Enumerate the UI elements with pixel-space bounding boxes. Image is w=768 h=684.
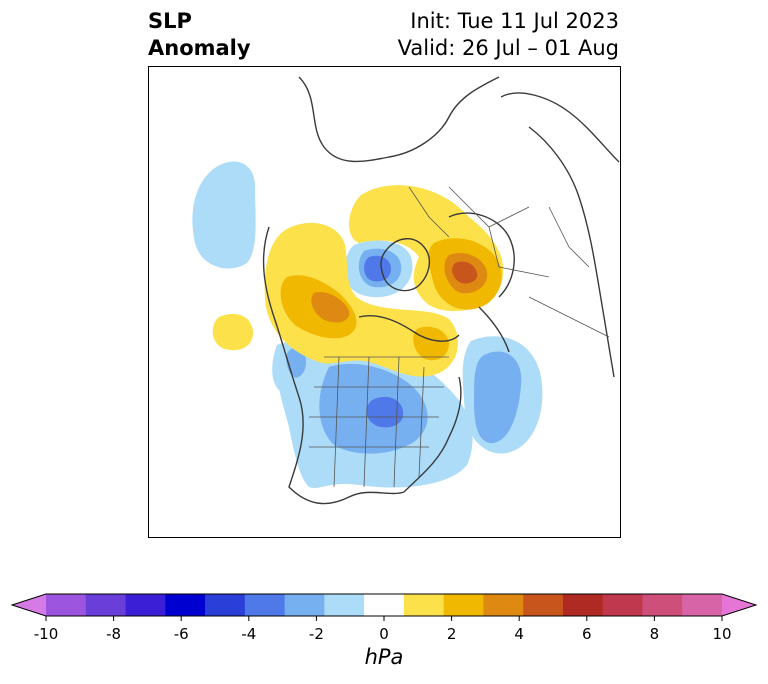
colorbar-segment bbox=[85, 594, 127, 616]
colorbar-segment bbox=[284, 594, 325, 616]
neg2-anomaly-atlantic bbox=[474, 351, 522, 444]
colorbar-tick-label: 10 bbox=[712, 625, 731, 643]
colorbar-segment bbox=[443, 594, 484, 616]
colorbar-segment bbox=[602, 594, 643, 616]
colorbar-segment bbox=[46, 594, 87, 616]
colorbar-tick-label: 6 bbox=[582, 625, 592, 643]
valid-range: Valid: 26 Jul – 01 Aug bbox=[397, 36, 619, 60]
coastlines bbox=[262, 76, 620, 505]
title-line-2: Anomaly bbox=[148, 36, 251, 60]
forecast-dates: Init: Tue 11 Jul 2023 Valid: 26 Jul – 01… bbox=[398, 8, 619, 62]
colorbar-extend-min bbox=[12, 594, 46, 616]
colorbar-unit: hPa bbox=[364, 645, 404, 669]
political-borders bbox=[309, 186, 610, 488]
neg3-core-great-lakes bbox=[366, 396, 404, 428]
pos3-core-canada bbox=[311, 292, 350, 323]
title-line-1: SLP bbox=[148, 9, 192, 33]
colorbar-segment bbox=[205, 594, 246, 616]
colorbar-segments bbox=[10, 593, 758, 617]
pos2-anomaly-greenland bbox=[413, 326, 449, 361]
colorbar-segment bbox=[562, 594, 604, 616]
colorbar-tick-label: 0 bbox=[379, 625, 389, 643]
colorbar-segment bbox=[364, 594, 405, 616]
colorbar-tick-label: -6 bbox=[174, 625, 189, 643]
colorbar-segment bbox=[165, 594, 206, 616]
colorbar-tick-label: -2 bbox=[309, 625, 324, 643]
colorbar-tick-label: 4 bbox=[514, 625, 524, 643]
colorbar-segment bbox=[403, 594, 445, 616]
colorbar-segment bbox=[483, 594, 524, 616]
neg-anomaly-pacific-west bbox=[192, 161, 256, 269]
colorbar-segment bbox=[244, 594, 286, 616]
colorbar-extend-max bbox=[722, 594, 756, 616]
colorbar-segment bbox=[523, 594, 564, 616]
pos4-core-siberia bbox=[452, 261, 478, 284]
colorbar-tick-label: -8 bbox=[106, 625, 121, 643]
neg3-core-arctic bbox=[364, 255, 391, 282]
map-canvas bbox=[192, 76, 620, 505]
colorbar-segment bbox=[324, 594, 365, 616]
colorbar-segment bbox=[125, 594, 166, 616]
slp-anomaly-map bbox=[148, 66, 621, 538]
colorbar-segment bbox=[642, 594, 683, 616]
pos-anomaly-pacific bbox=[212, 313, 253, 351]
colorbar-tick-label: -10 bbox=[34, 625, 59, 643]
map-title: SLP Anomaly bbox=[148, 8, 251, 62]
colorbar: -10 -8 -6 -4 -2 0 2 4 6 8 10 bbox=[10, 593, 758, 643]
colorbar-segment bbox=[682, 594, 723, 616]
init-date: Init: Tue 11 Jul 2023 bbox=[410, 9, 619, 33]
colorbar-tick-label: 8 bbox=[650, 625, 660, 643]
pos-anomaly-canada bbox=[264, 222, 458, 377]
colorbar-ticks: -10 -8 -6 -4 -2 0 2 4 6 8 10 bbox=[34, 616, 732, 643]
colorbar-tick-label: -4 bbox=[241, 625, 256, 643]
colorbar-tick-label: 2 bbox=[447, 625, 457, 643]
